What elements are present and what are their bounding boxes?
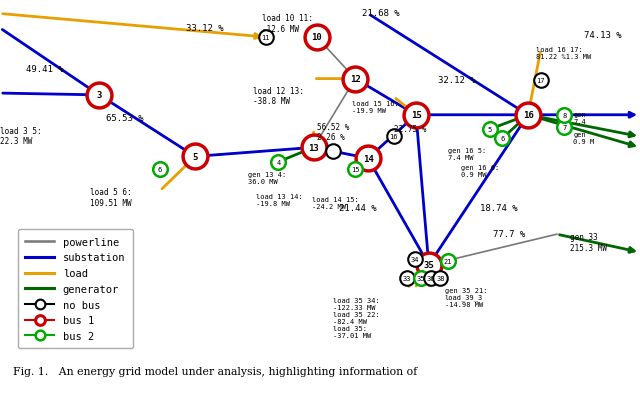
Text: 12: 12	[350, 75, 360, 84]
Text: load 15 16:
-19.9 MW: load 15 16: -19.9 MW	[352, 101, 399, 114]
Point	[350, 166, 360, 173]
Point	[260, 34, 271, 41]
Text: 74.13 %: 74.13 %	[584, 31, 621, 40]
Text: load 14 15:
-24.2 MW: load 14 15: -24.2 MW	[312, 197, 359, 210]
Point	[426, 275, 436, 281]
Point	[94, 93, 104, 99]
Text: 34: 34	[410, 257, 419, 263]
Point	[424, 262, 434, 269]
Point	[559, 112, 570, 119]
Text: Fig. 1.   An energy grid model under analysis, highlighting information of: Fig. 1. An energy grid model under analy…	[13, 366, 417, 376]
Text: 15: 15	[411, 111, 421, 120]
Text: 49.41 %: 49.41 %	[26, 65, 63, 74]
Point	[312, 34, 322, 41]
Text: 14: 14	[363, 154, 373, 163]
Text: 10: 10	[312, 33, 322, 43]
Text: 4: 4	[276, 160, 280, 165]
Text: gen
7.4: gen 7.4	[573, 112, 586, 125]
Text: load 13 14:
-19.8 MW: load 13 14: -19.8 MW	[256, 193, 303, 206]
Point	[559, 125, 570, 131]
Point	[350, 76, 360, 83]
Text: load 5 6:
109.51 MW: load 5 6: 109.51 MW	[90, 188, 131, 207]
Text: 21: 21	[444, 259, 452, 265]
Text: 35: 35	[417, 275, 426, 281]
Point	[155, 166, 165, 173]
Text: gen 35 21:
load_39_3
-14.98 MW: gen 35 21: load_39_3 -14.98 MW	[445, 287, 487, 308]
Text: 35: 35	[424, 261, 434, 270]
Point	[484, 127, 495, 133]
Point	[411, 112, 421, 119]
Text: 6: 6	[158, 167, 162, 172]
Point	[388, 134, 399, 140]
Text: 11: 11	[261, 35, 270, 41]
Text: 3: 3	[97, 91, 102, 100]
Text: 22.75 %: 22.75 %	[394, 124, 426, 134]
Text: 56.52 %
2.26 %: 56.52 % 2.26 %	[317, 123, 349, 142]
Text: 6: 6	[500, 136, 504, 142]
Text: 65.53 %: 65.53 %	[106, 113, 143, 123]
Text: 17: 17	[536, 78, 545, 84]
Text: gen 16 6:
0.9 MW: gen 16 6: 0.9 MW	[461, 164, 499, 177]
Text: 8: 8	[563, 113, 566, 118]
Text: 33: 33	[403, 275, 412, 281]
Text: 32.12 %: 32.12 %	[438, 76, 476, 85]
Text: gen 13 4:
36.0 MW: gen 13 4: 36.0 MW	[248, 172, 287, 184]
Text: 16: 16	[389, 134, 398, 140]
Text: 5: 5	[193, 152, 198, 162]
Text: 5: 5	[488, 127, 492, 133]
Text: 21.68 %: 21.68 %	[362, 9, 399, 18]
Text: load 12 13:
-38.8 MW: load 12 13: -38.8 MW	[253, 87, 303, 106]
Text: 15: 15	[351, 167, 360, 172]
Point	[328, 148, 338, 155]
Point	[273, 159, 284, 166]
Point	[536, 78, 546, 84]
Point	[190, 154, 200, 160]
Text: load 16 17:
81.22 %1.3 MW: load 16 17: 81.22 %1.3 MW	[536, 47, 591, 60]
Point	[402, 275, 412, 281]
Point	[410, 257, 420, 263]
Point	[435, 275, 445, 281]
Text: load 35 34:
-122.33 MW
load 35 22:
-82.4 MW
load 35:
-37.01 MW: load 35 34: -122.33 MW load 35 22: -82.4…	[333, 298, 380, 338]
Text: 13: 13	[308, 144, 319, 152]
Text: gen 16 5:
7.4 MW: gen 16 5: 7.4 MW	[448, 148, 486, 161]
Legend: powerline, substation, load, generator, no bus, bus 1, bus 2: powerline, substation, load, generator, …	[18, 230, 132, 348]
Text: load 3 5:
22.3 MW: load 3 5: 22.3 MW	[0, 126, 42, 146]
Text: 7: 7	[563, 125, 566, 131]
Point	[416, 275, 426, 281]
Text: 18.74 %: 18.74 %	[480, 204, 518, 213]
Point	[497, 136, 508, 142]
Point	[363, 156, 373, 162]
Text: 21.44 %: 21.44 %	[339, 204, 377, 213]
Text: 33.12 %: 33.12 %	[186, 23, 223, 32]
Text: 77.7 %: 77.7 %	[493, 229, 525, 238]
Point	[523, 112, 533, 119]
Text: 38: 38	[436, 275, 445, 281]
Text: load 10 11:
-12.6 MW: load 10 11: -12.6 MW	[262, 14, 313, 34]
Point	[308, 145, 319, 151]
Text: gen
0.9 M: gen 0.9 M	[573, 132, 595, 145]
Point	[443, 258, 453, 265]
Text: gen 33
215.3 MW: gen 33 215.3 MW	[570, 233, 607, 252]
Text: 36: 36	[426, 275, 435, 281]
Text: 16: 16	[523, 111, 533, 120]
